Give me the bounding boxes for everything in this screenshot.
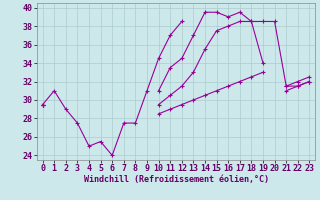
X-axis label: Windchill (Refroidissement éolien,°C): Windchill (Refroidissement éolien,°C) (84, 175, 268, 184)
